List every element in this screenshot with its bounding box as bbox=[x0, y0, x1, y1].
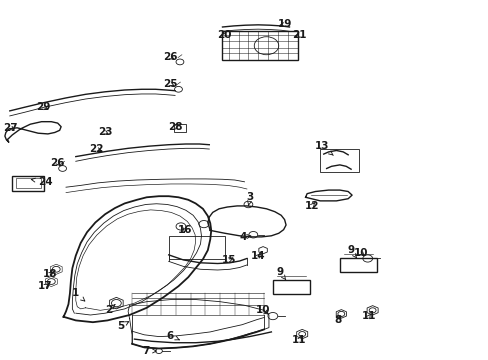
Text: 10: 10 bbox=[353, 248, 367, 258]
Text: 24: 24 bbox=[31, 177, 52, 187]
Text: 29: 29 bbox=[36, 102, 50, 112]
Text: 22: 22 bbox=[89, 144, 104, 154]
Bar bbox=[174, 124, 186, 132]
Text: 16: 16 bbox=[177, 225, 192, 235]
Bar bbox=[168, 236, 224, 259]
Text: 12: 12 bbox=[304, 201, 319, 211]
Text: 18: 18 bbox=[42, 269, 57, 279]
Text: 13: 13 bbox=[314, 141, 333, 156]
Bar bbox=[320, 149, 359, 172]
Text: 26: 26 bbox=[50, 158, 65, 168]
Bar bbox=[16, 178, 41, 188]
Text: 23: 23 bbox=[98, 127, 112, 138]
Text: 10: 10 bbox=[255, 305, 270, 315]
Text: 15: 15 bbox=[221, 255, 236, 265]
Text: 7: 7 bbox=[142, 346, 156, 356]
Text: 9: 9 bbox=[347, 245, 356, 258]
Bar bbox=[222, 31, 298, 60]
Text: 5: 5 bbox=[118, 321, 128, 331]
Text: 9: 9 bbox=[276, 267, 285, 280]
Text: 11: 11 bbox=[361, 311, 376, 321]
Text: 8: 8 bbox=[334, 315, 341, 325]
Text: 3: 3 bbox=[246, 192, 253, 205]
Text: 11: 11 bbox=[291, 335, 306, 345]
Text: 20: 20 bbox=[216, 30, 231, 40]
Text: 25: 25 bbox=[163, 78, 177, 89]
Text: 14: 14 bbox=[250, 251, 265, 261]
Bar bbox=[339, 258, 376, 272]
Bar bbox=[12, 176, 44, 191]
Text: 4: 4 bbox=[239, 232, 250, 242]
Text: 2: 2 bbox=[105, 305, 115, 315]
Text: 1: 1 bbox=[72, 288, 84, 301]
Text: 21: 21 bbox=[291, 30, 306, 40]
Text: 19: 19 bbox=[277, 19, 291, 30]
Text: 26: 26 bbox=[163, 52, 177, 62]
Text: 6: 6 bbox=[166, 330, 179, 341]
Text: 28: 28 bbox=[167, 122, 182, 132]
Text: 27: 27 bbox=[3, 123, 18, 133]
Bar bbox=[272, 280, 309, 294]
Text: 17: 17 bbox=[38, 281, 52, 291]
